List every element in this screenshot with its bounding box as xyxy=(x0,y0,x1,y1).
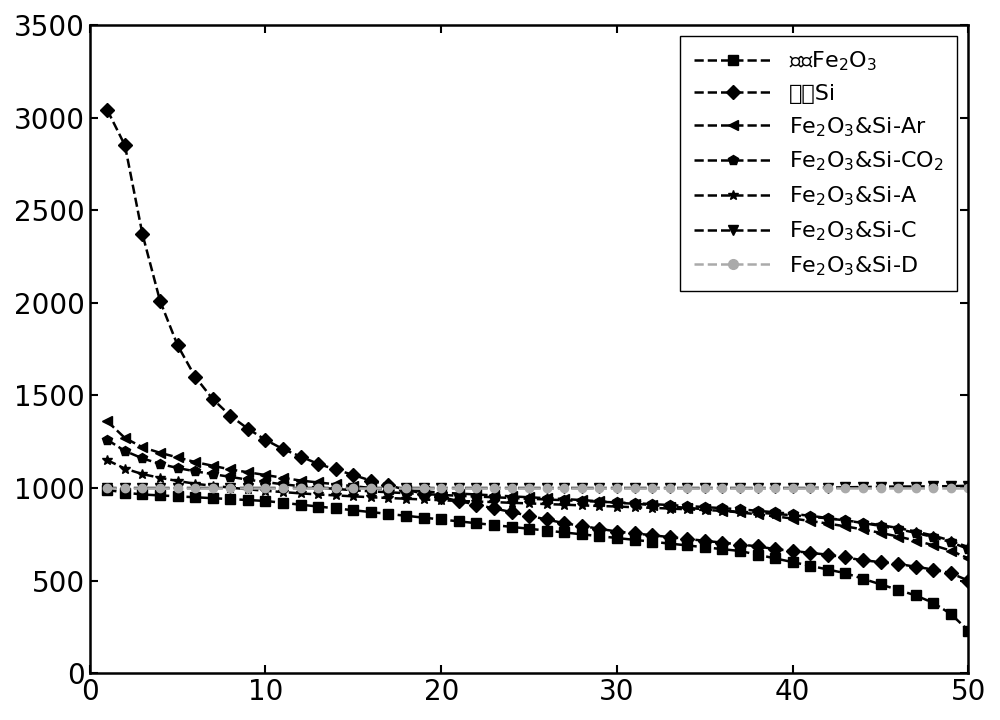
Legend: 商业Fe$_2$O$_3$, 商业Si, Fe$_2$O$_3$&Si-Ar, Fe$_2$O$_3$&Si-CO$_2$, Fe$_2$O$_3$&Si-A,: 商业Fe$_2$O$_3$, 商业Si, Fe$_2$O$_3$&Si-Ar, … xyxy=(680,36,957,291)
